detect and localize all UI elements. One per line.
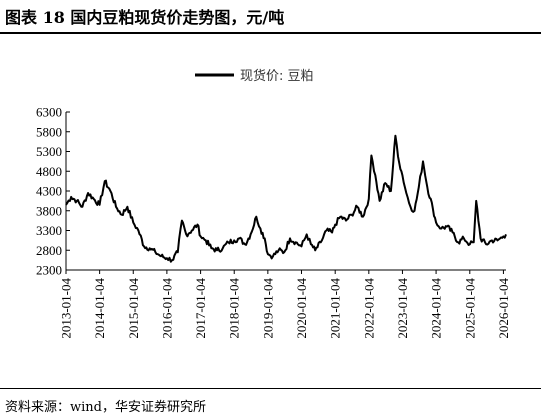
y-tick-label: 3300 xyxy=(36,223,62,238)
x-tick-label: 2013-01-04 xyxy=(59,278,74,339)
x-tick-label: 2020-01-04 xyxy=(294,278,309,339)
series-line xyxy=(65,134,507,263)
x-tick-label: 2019-01-04 xyxy=(260,278,275,339)
x-tick-label: 2016-01-04 xyxy=(159,278,174,339)
y-tick-label: 2800 xyxy=(36,243,62,258)
title-rule xyxy=(0,32,541,34)
y-tick-label: 5300 xyxy=(36,144,62,159)
plot-area xyxy=(65,134,507,263)
legend-label: 现货价: 豆粕 xyxy=(240,68,314,84)
source-note: 资料来源：wind，华安证券研究所 xyxy=(5,400,206,415)
x-tick-label: 2026-01-04 xyxy=(496,278,511,339)
legend: 现货价: 豆粕 xyxy=(195,68,314,84)
x-tick-label: 2023-01-04 xyxy=(395,278,410,339)
axes: 2300 2800 3300 3800 4300 4800 5300 5800 6300 2013… xyxy=(36,105,511,339)
x-tick-label: 2018-01-04 xyxy=(227,278,242,339)
y-tick-label: 2300 xyxy=(36,263,62,278)
y-tick-label: 4300 xyxy=(36,184,62,199)
x-tick-label: 2021-01-04 xyxy=(328,278,343,339)
y-tick-label: 6300 xyxy=(36,105,62,120)
x-tick-label: 2014-01-04 xyxy=(92,278,107,339)
y-tick-label: 5800 xyxy=(36,124,62,139)
source-rule xyxy=(0,388,541,389)
x-tick-label: 2015-01-04 xyxy=(126,278,141,339)
x-tick-label: 2025-01-04 xyxy=(462,278,477,339)
x-tick-label: 2022-01-04 xyxy=(361,278,376,339)
y-tick-label: 4800 xyxy=(36,164,62,179)
y-tick-label: 3800 xyxy=(36,203,62,218)
line-chart: 现货价: 豆粕 2300 2800 3300 3800 4300 4800 5300 5800… xyxy=(36,68,511,339)
x-tick-label: 2024-01-04 xyxy=(429,278,444,339)
figure-title: 图表 18 国内豆粕现货价走势图，元/吨 xyxy=(5,8,285,27)
x-tick-label: 2017-01-04 xyxy=(193,278,208,339)
